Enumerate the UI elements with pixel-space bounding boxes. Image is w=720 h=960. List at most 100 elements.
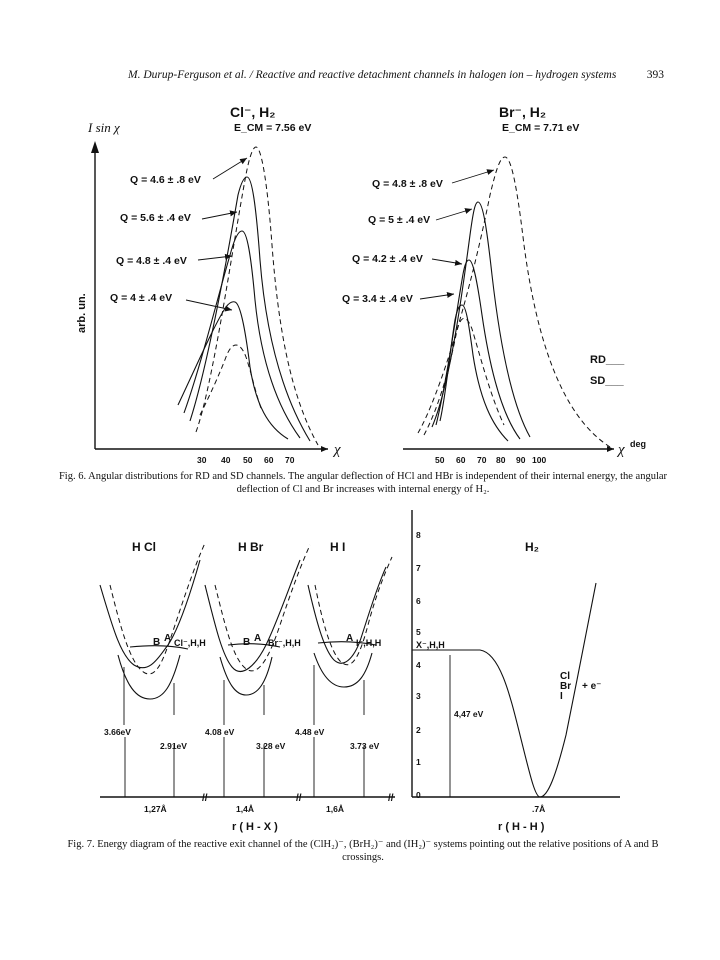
fig7-caption: Fig. 7. Energy diagram of the reactive e…: [56, 838, 670, 864]
fig6-left-curve-sd-q4: [177, 301, 289, 440]
fig7-distance: .7Å: [532, 804, 545, 814]
fig7-y-tick: 2: [416, 725, 421, 735]
fig6-left-curve-sd-q4.8: [183, 230, 301, 439]
fig6-left-q1: Q = 4.6 ± .8 eV: [130, 174, 201, 186]
fig6-right-q3: Q = 4.2 ± .4 eV: [352, 253, 423, 265]
fig7-state-4: X⁻,H,H: [416, 640, 445, 650]
fig6-y-label-side: arb. un.: [76, 293, 88, 333]
fig7-caption-text: Energy diagram of the reactive exit chan…: [97, 839, 659, 863]
fig7-h2-potential: [412, 582, 597, 798]
fig7-y-ticks: 8 7 6 5 4 3 2 1 0: [416, 530, 421, 800]
figure-7: H Cl H Br H I H₂ B A Cl⁻,H,H B A Br⁻,H,H…: [99, 510, 620, 833]
fig6-right-q4-arrow: [419, 292, 455, 300]
fig7-axis-break: //: [202, 793, 208, 804]
fig6-left-curve-rd-low: [199, 344, 263, 416]
fig7-y-tick: 8: [416, 530, 421, 540]
fig7-y-tick: 1: [416, 757, 421, 767]
fig7-hcl-lower: [117, 654, 181, 700]
fig6-right-curve-sd-q5: [431, 201, 531, 438]
fig7-crossing-a1: A: [164, 633, 171, 644]
fig7-energy: 3.66eV: [104, 727, 131, 737]
page-number: 393: [646, 69, 664, 81]
fig6-left-q4-arrow: [185, 299, 233, 312]
fig6-left-curve-sd-q5.6: [189, 176, 311, 442]
fig6-legend-rd: RD___: [590, 354, 625, 366]
fig6-left-curve-rd-q4.6: [195, 146, 319, 446]
fig6-right-tick: 70: [477, 455, 487, 465]
fig7-y-tick: 7: [416, 563, 421, 573]
fig7-state-2: Br⁻,H,H: [268, 638, 301, 648]
fig6-right-tick: 90: [516, 455, 526, 465]
fig6-right-curve-rd-low: [423, 318, 505, 436]
fig6-left-tick: 70: [285, 455, 295, 465]
fig6-left-q3-arrow: [197, 253, 233, 261]
fig6-x-axis-label-left: χ: [332, 442, 341, 458]
fig7-hbr-solid-upper: [204, 559, 301, 672]
fig7-label-hbr: H Br: [238, 540, 264, 554]
fig6-left-ticks: 30 40 50 60 70: [197, 455, 295, 465]
fig6-left-tick: 50: [243, 455, 253, 465]
fig7-y-tick: 3: [416, 691, 421, 701]
fig7-y-tick: 4: [416, 660, 421, 670]
fig6-left-ecm: E_CM = 7.56 eV: [234, 122, 311, 134]
figure-6: I sin χ arb. un. Cl⁻, H₂ E_CM = 7.56 eV …: [76, 104, 646, 465]
fig6-legend-sd: SD___: [590, 375, 625, 387]
fig6-right-q3-arrow: [431, 258, 463, 266]
fig6-left-q3: Q = 4.8 ± .4 eV: [116, 255, 187, 267]
fig7-energy: 3.73 eV: [350, 741, 380, 751]
fig6-caption-text: Angular distributions for RD and SD chan…: [88, 471, 668, 495]
fig7-hcl-flat: [129, 645, 189, 650]
fig6-right-ecm: E_CM = 7.71 eV: [502, 122, 579, 134]
fig7-crossing-a3: A: [346, 633, 353, 644]
fig6-right-title: Br⁻, H₂: [499, 104, 546, 120]
fig6-right-tick: 80: [496, 455, 506, 465]
fig7-crossing-b1: B: [153, 637, 160, 648]
fig7-x-label-left: r ( H - X ): [232, 821, 278, 833]
fig6-left-q1-arrow: [212, 157, 248, 180]
fig6-right-q1-arrow: [451, 169, 495, 184]
fig6-right-curve-sd-q4.2: [435, 259, 521, 440]
fig6-x-unit-right: deg: [630, 439, 646, 449]
fig7-label-h2: H₂: [525, 540, 539, 554]
fig7-hbr-flat: [227, 643, 281, 648]
fig7-hcl-dashed-upper: [109, 542, 206, 675]
fig6-right-tick: 50: [435, 455, 445, 465]
running-head: M. Durup-Ferguson et al. / Reactive and …: [128, 69, 617, 81]
fig7-label-hi: H I: [330, 540, 345, 554]
fig7-energy: 4.48 eV: [295, 727, 325, 737]
fig6-right-q1: Q = 4.8 ± .8 eV: [372, 178, 443, 190]
fig6-left-q4: Q = 4 ± .4 eV: [110, 292, 172, 304]
fig7-distance: 1,6Å: [326, 804, 344, 814]
fig7-y-tick: 0: [416, 790, 421, 800]
fig6-x-axis-label-right: χ: [616, 442, 625, 458]
fig7-energy-h2: 4,47 eV: [454, 709, 484, 719]
fig7-label-hcl: H Cl: [132, 540, 156, 554]
fig7-distance: 1,4Å: [236, 804, 254, 814]
fig7-state-1: Cl⁻,H,H: [174, 638, 206, 648]
fig6-right-curve-rd-q4.8: [417, 156, 611, 448]
fig7-hcl-solid-upper: [99, 559, 201, 669]
fig6-right-q2-arrow: [435, 208, 473, 221]
fig6-right-ticks: 50 60 70 80 90 100: [435, 455, 546, 465]
fig6-right-tick: 60: [456, 455, 466, 465]
fig7-energy: 4.08 eV: [205, 727, 235, 737]
fig6-left-title: Cl⁻, H₂: [230, 104, 276, 120]
fig7-y-tick: 5: [416, 627, 421, 637]
fig6-right-q2: Q = 5 ± .4 eV: [368, 214, 430, 226]
fig6-left-q2-arrow: [201, 210, 238, 220]
fig7-hbr-dashed-upper: [214, 544, 311, 672]
fig7-halogen-br: Br: [560, 681, 571, 692]
fig6-left-q2: Q = 5.6 ± .4 eV: [120, 212, 191, 224]
fig6-right-tick: 100: [532, 455, 546, 465]
fig7-caption-label: Fig. 7.: [67, 839, 95, 850]
fig7-axis-break: //: [296, 793, 302, 804]
page-header: M. Durup-Ferguson et al. / Reactive and …: [0, 69, 720, 89]
fig7-electron: + e⁻: [582, 681, 601, 692]
fig7-hi-flat: [317, 641, 377, 646]
fig6-caption-label: Fig. 6.: [58, 471, 87, 482]
fig7-halogen-i: I: [560, 691, 563, 702]
fig6-left-tick: 40: [221, 455, 231, 465]
fig6-left-tick: 30: [197, 455, 207, 465]
fig7-hbr-lower: [219, 656, 273, 696]
fig6-left-tick: 60: [264, 455, 274, 465]
